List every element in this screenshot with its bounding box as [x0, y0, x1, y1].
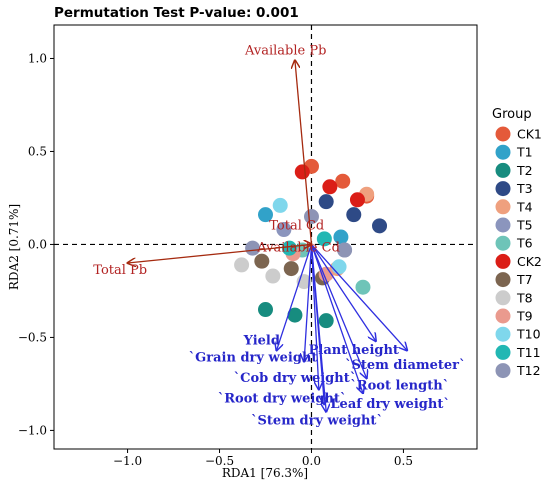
sample-point-t5 [276, 222, 292, 238]
sample-point-ck1 [335, 173, 351, 189]
trait-arrow [310, 244, 326, 411]
legend-entry-label: CK2 [517, 254, 542, 269]
env-arrow [128, 243, 312, 263]
sample-point-t2 [318, 313, 334, 329]
trait-arrow-label: Plant height [309, 343, 399, 358]
legend-swatch [495, 253, 511, 269]
trait-arrow [310, 244, 318, 389]
legend-swatch [495, 217, 511, 233]
sample-point-t8 [265, 268, 281, 284]
legend-entry-label: T11 [516, 345, 541, 360]
trait-arrow [310, 244, 375, 341]
x-tick-label: −1.0 [113, 454, 142, 468]
trait-arrow [310, 244, 366, 378]
legend-entry-label: CK1 [517, 127, 542, 142]
legend-swatch [495, 144, 511, 160]
sample-point-ck2 [294, 164, 310, 180]
x-tick-label: 0.5 [394, 454, 413, 468]
chart-title: Permutation Test P-value: 0.001 [54, 5, 299, 21]
legend-entry-label: T3 [516, 181, 533, 196]
legend-entry-label: T6 [516, 236, 533, 251]
sample-point-t1 [258, 207, 273, 223]
sample-point-t10 [272, 197, 288, 213]
legend-entry-label: T9 [516, 309, 533, 324]
env-arrows: Available Pb Total Cd Available Cd Total Pb [93, 44, 340, 278]
plot-frame [53, 24, 478, 450]
legend-swatch [495, 162, 511, 178]
trait-arrow-label: `Cob dry weight` [234, 371, 357, 386]
legend-swatch [495, 126, 511, 142]
trait-arrow [304, 244, 313, 361]
legend-entry-label: T5 [516, 218, 533, 233]
legend-swatch [495, 363, 511, 379]
env-arrow-label: Available Pb [244, 44, 326, 59]
legend-swatch [495, 181, 511, 197]
trait-arrow [277, 244, 313, 350]
sample-point-t7 [283, 261, 299, 277]
trait-arrow-label: `Stem diameter` [345, 358, 466, 373]
sample-points [234, 158, 388, 329]
x-tick-label: 0.0 [302, 454, 321, 468]
legend-entry-label: T12 [516, 363, 541, 378]
legend-entry-label: T8 [516, 290, 533, 305]
legend-swatch [495, 290, 511, 306]
trait-arrow-label: `Root length` [350, 378, 449, 393]
env-arrow-label: Total Cd [269, 218, 324, 233]
y-tick-label: 0.0 [28, 237, 47, 251]
trait-arrow-label: `Grain dry weight` [189, 350, 324, 365]
trait-arrow-label: Yield [243, 334, 280, 349]
sample-point-t3 [318, 194, 334, 210]
sample-point-t12 [245, 240, 261, 256]
x-tick-label: −0.5 [205, 454, 234, 468]
sample-point-ck2 [322, 179, 338, 195]
sample-point-t12 [303, 209, 319, 225]
legend-swatch [495, 326, 511, 342]
y-tick-label: −0.5 [18, 330, 47, 344]
sample-point-t11 [316, 231, 332, 247]
sample-point-t6 [355, 279, 371, 295]
y-axis-label: RDA2 [0.71%] [7, 204, 21, 290]
sample-point-t12 [337, 242, 353, 258]
sample-point-t3 [372, 218, 388, 234]
legend: Group CK1 T1 T2 T3 T4 T5 T6 CK2 T7 T8 T9 T10 T11 T12 [492, 107, 542, 379]
sample-point-t11 [281, 240, 297, 256]
legend-entry-label: T7 [516, 272, 533, 287]
env-arrow-label: Available Cd [256, 241, 340, 256]
legend-swatch [495, 344, 511, 360]
env-arrow-label: Total Pb [93, 263, 147, 278]
trait-arrow-label: `Root dry weight` [218, 391, 347, 406]
trait-arrow-label: `Stem dry weight` [251, 414, 383, 429]
y-tick-label: 1.0 [28, 51, 47, 65]
legend-entry-label: T2 [516, 163, 533, 178]
trait-arrow [310, 244, 362, 393]
trait-arrows: Plant height`Stem diameter` `Root length`… [189, 244, 466, 429]
y-tick-label: 0.5 [28, 144, 47, 158]
sample-point-t7 [254, 253, 270, 269]
legend-swatch [495, 235, 511, 251]
sample-point-t1 [333, 229, 349, 245]
y-tick-label: −1.0 [18, 423, 47, 437]
sample-point-t3 [346, 207, 362, 223]
legend-title: Group [492, 107, 532, 122]
sample-point-t2 [287, 307, 303, 323]
legend-swatch [495, 199, 511, 215]
legend-entry-label: T1 [516, 145, 533, 160]
env-arrow [295, 60, 313, 245]
sample-point-t10 [331, 259, 347, 275]
trait-arrow-label: `Leaf dry weight` [324, 397, 450, 412]
legend-entry-label: T4 [516, 199, 533, 214]
legend-swatch [495, 308, 511, 324]
sample-point-t8 [234, 257, 250, 273]
legend-swatch [495, 272, 511, 288]
sample-point-t2 [258, 302, 273, 318]
plot-area: −1.0 −0.5 0.0 0.5 −1.0 −0.5 0.0 0.5 1.0 Plant hei… [18, 24, 478, 468]
legend-entry-label: T10 [516, 327, 541, 342]
x-axis-label: RDA1 [76.3%] [222, 466, 308, 480]
sample-point-ck2 [349, 192, 365, 208]
trait-arrow [310, 244, 407, 350]
